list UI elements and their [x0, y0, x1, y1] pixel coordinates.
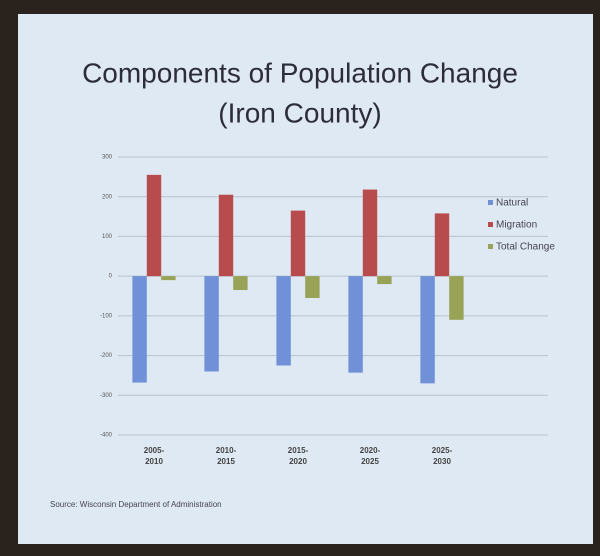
- y-tick-label: 300: [102, 155, 113, 161]
- bar: [434, 213, 450, 277]
- bar: [449, 276, 464, 320]
- bar: [204, 276, 219, 372]
- y-tick-label: 200: [102, 194, 113, 200]
- x-tick-label: 2015-2020: [288, 446, 309, 466]
- bar: [161, 276, 176, 281]
- bar: [276, 276, 291, 366]
- bar: [132, 276, 147, 383]
- y-tick-label: -200: [100, 353, 113, 359]
- x-tick-label: 2025-2030: [432, 446, 453, 466]
- y-tick-label: 0: [109, 274, 113, 280]
- x-tick-label: 2010-2015: [216, 446, 237, 466]
- chart-subtitle: (Iron County): [218, 97, 381, 128]
- legend-swatch: [488, 200, 493, 205]
- bar: [233, 276, 248, 291]
- bar: [420, 276, 435, 384]
- bar: [290, 210, 306, 277]
- chart-title: Components of Population Change: [82, 57, 518, 88]
- y-tick-label: 100: [102, 234, 113, 240]
- bar: [305, 276, 320, 298]
- bar: [146, 174, 162, 277]
- y-tick-label: -300: [100, 393, 113, 399]
- y-tick-label: -400: [100, 433, 113, 439]
- bar: [218, 194, 234, 277]
- y-tick-label: -100: [100, 313, 113, 319]
- bar: [377, 276, 392, 285]
- x-tick-label: 2005-2010: [144, 446, 165, 466]
- legend-label: Natural: [496, 198, 528, 209]
- bar: [348, 276, 363, 373]
- legend-swatch: [488, 222, 493, 227]
- source-note: Source: Wisconsin Department of Administ…: [50, 500, 222, 509]
- legend-label: Total Change: [496, 242, 555, 253]
- legend-swatch: [488, 244, 493, 249]
- legend-label: Migration: [496, 220, 537, 231]
- bar: [362, 189, 378, 277]
- x-tick-label: 2020-2025: [360, 446, 381, 466]
